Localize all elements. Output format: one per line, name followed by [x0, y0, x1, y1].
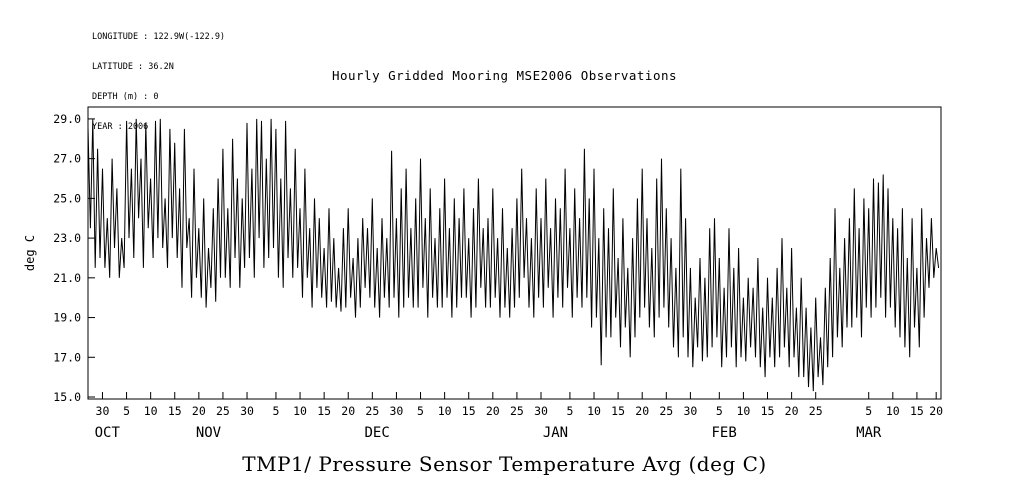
bottom-title: TMP1/ Pressure Sensor Temperature Avg (d…	[242, 452, 767, 476]
meta-line-year: YEAR : 2006	[92, 122, 149, 132]
x-tick-label: 25	[809, 404, 823, 418]
metadata-block: LONGITUDE : 122.9W(-122.9) LATITUDE : 36…	[92, 12, 225, 152]
x-tick-label: 30	[240, 404, 254, 418]
x-tick-label: 20	[635, 404, 649, 418]
y-axis-label: deg C	[23, 235, 37, 271]
x-tick-label: 20	[341, 404, 355, 418]
x-tick-label: 15	[317, 404, 331, 418]
month-label: DEC	[365, 425, 390, 441]
x-tick-label: 5	[865, 404, 872, 418]
x-tick-label: 25	[365, 404, 379, 418]
month-label: OCT	[95, 425, 121, 441]
x-tick-label: 20	[486, 404, 500, 418]
month-label: NOV	[196, 425, 222, 441]
month-label: JAN	[543, 425, 568, 441]
x-tick-label: 15	[910, 404, 924, 418]
x-tick-label: 10	[886, 404, 900, 418]
y-tick-label: 25.0	[53, 191, 81, 205]
x-tick-label: 15	[462, 404, 476, 418]
x-tick-label: 10	[587, 404, 601, 418]
x-tick-label: 15	[761, 404, 775, 418]
x-tick-label: 30	[683, 404, 697, 418]
y-tick-label: 29.0	[53, 112, 81, 126]
x-tick-label: 30	[389, 404, 403, 418]
x-tick-label: 5	[716, 404, 723, 418]
month-label: FEB	[711, 425, 736, 441]
x-tick-label: 5	[566, 404, 573, 418]
temperature-series-line	[87, 118, 940, 392]
x-tick-label: 25	[659, 404, 673, 418]
x-tick-label: 10	[144, 404, 158, 418]
x-tick-label: 20	[192, 404, 206, 418]
y-tick-label: 23.0	[53, 231, 81, 245]
x-tick-label: 30	[534, 404, 548, 418]
x-tick-label: 25	[216, 404, 230, 418]
y-tick-label: 15.0	[53, 390, 81, 404]
x-tick-label: 25	[510, 404, 524, 418]
x-tick-label: 10	[293, 404, 307, 418]
meta-line-depth: DEPTH (m) : 0	[92, 92, 159, 102]
x-tick-label: 10	[438, 404, 452, 418]
meta-line-latitude: LATITUDE : 36.2N	[92, 62, 174, 72]
y-tick-label: 19.0	[53, 311, 81, 325]
month-label: MAR	[856, 425, 882, 441]
meta-line-longitude: LONGITUDE : 122.9W(-122.9)	[92, 32, 226, 42]
chart-title: Hourly Gridded Mooring MSE2006 Observati…	[331, 68, 678, 83]
x-tick-label: 30	[96, 404, 110, 418]
y-tick-label: 27.0	[53, 152, 81, 166]
y-tick-label: 17.0	[53, 350, 81, 364]
x-tick-label: 20	[785, 404, 799, 418]
plot-border	[87, 106, 942, 400]
x-tick-label: 5	[123, 404, 130, 418]
x-tick-label: 5	[417, 404, 424, 418]
x-tick-label: 20	[929, 404, 943, 418]
y-tick-label: 21.0	[53, 271, 81, 285]
x-tick-label: 15	[168, 404, 182, 418]
x-tick-label: 15	[611, 404, 625, 418]
x-tick-label: 5	[272, 404, 279, 418]
x-tick-label: 10	[736, 404, 750, 418]
